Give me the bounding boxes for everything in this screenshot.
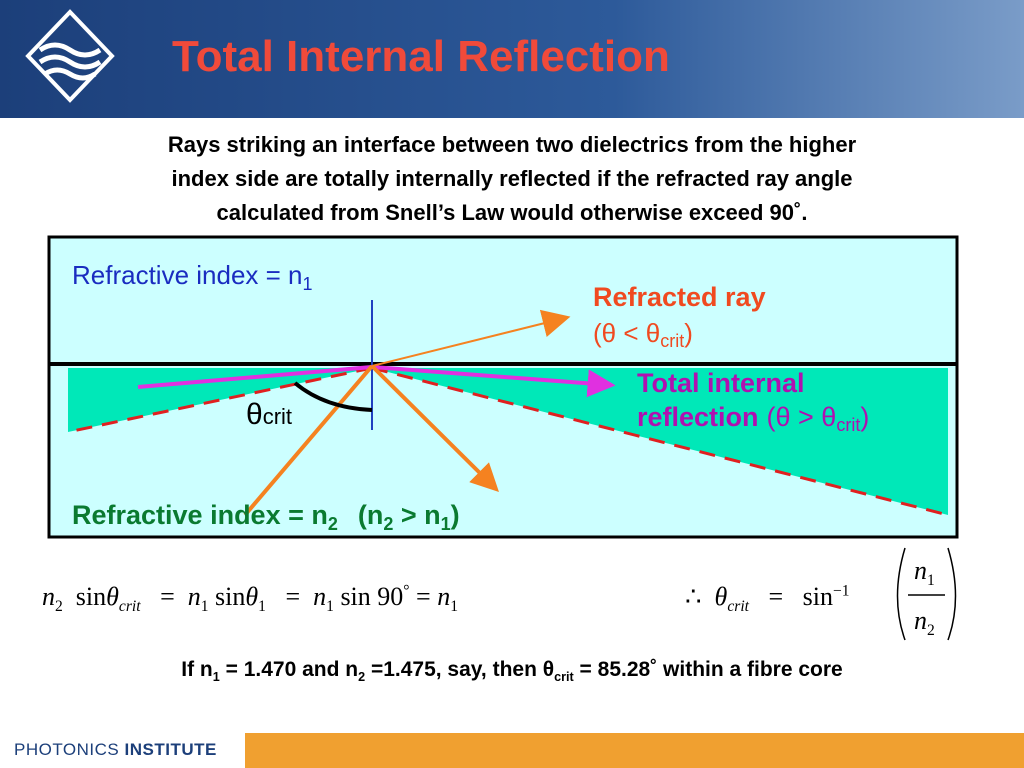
ray [137, 365, 373, 389]
text: θ [245, 582, 259, 611]
statement: If n1 = 1.470 and n2 =1.475, say, then θ… [0, 658, 1024, 684]
text: = [285, 582, 301, 611]
equation: ∴ θcrit = sin−1 [685, 582, 850, 616]
text: n [437, 582, 451, 611]
text: ) [860, 402, 869, 432]
text: sin 90 [340, 582, 404, 611]
sub: 1 [200, 598, 209, 616]
logo [25, 9, 115, 103]
sup: ° [403, 582, 410, 600]
text: crit [263, 404, 292, 429]
incident-ray [243, 364, 374, 517]
text: sin [802, 582, 833, 611]
label: (θ < θcrit) [593, 318, 693, 351]
sub: 1 [927, 572, 935, 590]
footer-brand: PHOTONICS INSTITUTE [14, 740, 217, 760]
text: crit [118, 598, 141, 616]
text: sin [75, 582, 107, 611]
sub: crit [727, 598, 749, 615]
paren [896, 547, 957, 641]
sub: 2 [55, 598, 63, 616]
text: θ [542, 658, 555, 681]
intro-line: index side are totally internally reflec… [171, 166, 853, 191]
text: θ [106, 582, 119, 611]
text: PHOTONICS [14, 740, 120, 759]
reflected-ray [371, 365, 616, 398]
text: θ [246, 398, 263, 431]
text: INSTITUTE [124, 740, 217, 759]
sub: crit [554, 670, 574, 685]
title: Total Internal Reflection [172, 32, 670, 81]
label: Total internal [637, 368, 805, 398]
sub: 2 [927, 622, 935, 640]
text: θ [714, 582, 728, 611]
text: crit [727, 598, 749, 616]
refracted-ray [371, 309, 571, 367]
critical-line [371, 366, 949, 517]
text: ) [684, 318, 693, 348]
text: =1.475, say, then [365, 658, 543, 681]
sub: 1 [258, 598, 266, 616]
text: sin [215, 582, 246, 611]
text: n [187, 582, 201, 611]
text: = [416, 582, 431, 611]
denominator: n2 [914, 606, 935, 640]
sub: 1 [303, 274, 313, 294]
sub: 1 [212, 670, 220, 685]
text: = [768, 582, 784, 611]
sub: 2 [358, 670, 366, 685]
text: ) [451, 500, 460, 530]
reflected-ray [370, 364, 499, 492]
label: Refractive index = n1 [72, 260, 313, 294]
intro-line: Rays striking an interface between two d… [167, 132, 857, 157]
text: > n [393, 500, 440, 530]
text: n [914, 606, 927, 635]
label: θcrit [246, 398, 292, 431]
intro-line: calculated from Snell’s Law would otherw… [216, 200, 808, 225]
text: n [914, 556, 927, 585]
equation: n2 sinθcrit = n1 sinθ1 = n1 sin 90° = n1 [42, 582, 458, 616]
text: = [160, 582, 175, 611]
text: n [42, 582, 55, 611]
sub: 1 [450, 598, 458, 616]
sub: 2 [383, 514, 393, 534]
text: (θ < θ [593, 318, 660, 348]
sub: crit [119, 598, 141, 615]
sup: −1 [833, 582, 850, 600]
intro: Rays striking an interface between two d… [40, 128, 984, 230]
text: = 85.28˚ within a fibre core [573, 658, 843, 681]
text: n [313, 582, 327, 611]
label: Refractive index = n2 (n2 > n1) [72, 500, 460, 534]
text: reflection [637, 402, 759, 432]
angle-arc [293, 381, 373, 412]
text: (θ > θ [767, 402, 837, 432]
text: Refractive index = n [72, 500, 328, 530]
footer-bar [245, 733, 1024, 768]
sub: crit [660, 331, 684, 351]
numerator: n1 [914, 556, 935, 590]
sub: 2 [328, 514, 338, 534]
text: Refractive index = n [72, 260, 303, 290]
text: (n [358, 500, 383, 530]
text: If n [181, 658, 213, 681]
header-band [0, 0, 1024, 118]
sub: crit [836, 415, 860, 435]
sub: 1 [326, 598, 334, 616]
text: ∴ [685, 582, 702, 611]
label: reflection (θ > θcrit) [637, 402, 869, 435]
text: = 1.470 and n [219, 658, 359, 681]
label: Refracted ray [593, 282, 766, 312]
sub: 1 [441, 514, 451, 534]
